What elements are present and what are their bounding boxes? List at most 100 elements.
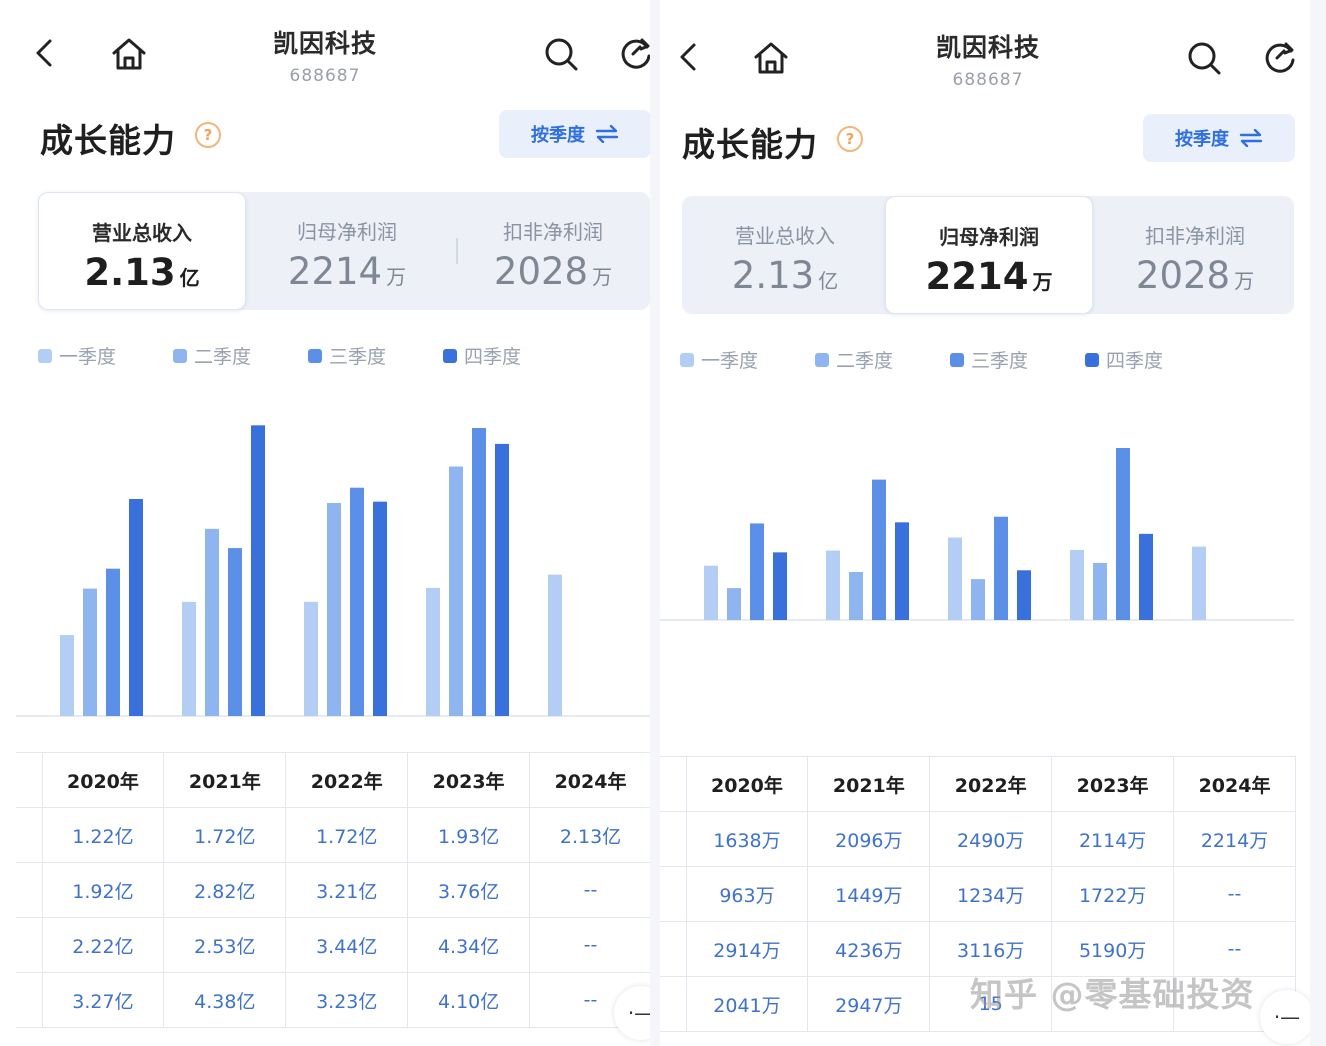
legend-item-q4[interactable]: 四季度 bbox=[1085, 346, 1220, 373]
legend-item-q4[interactable]: 四季度 bbox=[443, 342, 578, 369]
bar-2023年-q1[interactable] bbox=[426, 587, 440, 716]
year-header: 2024年 bbox=[529, 752, 650, 808]
year-header: 2023年 bbox=[1051, 756, 1175, 812]
refresh-icon[interactable] bbox=[618, 34, 650, 72]
legend-swatch bbox=[308, 348, 322, 363]
tab-net-profit[interactable]: 归母净利润 2214 万 bbox=[885, 196, 1093, 314]
bar-2020年-q2[interactable] bbox=[83, 588, 97, 716]
legend-item-q3[interactable]: 三季度 bbox=[308, 342, 443, 369]
legend-item-q2[interactable]: 二季度 bbox=[173, 342, 308, 369]
refresh-icon[interactable] bbox=[1262, 38, 1298, 76]
menu-fab-button[interactable]: ·— bbox=[1260, 990, 1310, 1044]
bar-2022年-q2[interactable] bbox=[327, 502, 341, 716]
table-cell: 2114万 bbox=[1051, 811, 1175, 867]
bar-2021年-q2[interactable] bbox=[849, 571, 863, 620]
table-cell: 1638万 bbox=[685, 811, 809, 867]
table-cell: 963万 bbox=[685, 866, 809, 922]
bar-2022年-q1[interactable] bbox=[304, 601, 318, 716]
bar-2021年-q4[interactable] bbox=[251, 425, 265, 716]
bar-2020年-q4[interactable] bbox=[773, 552, 787, 620]
quarter-toggle-button[interactable]: 按季度 bbox=[499, 110, 650, 158]
table-spacer bbox=[16, 862, 43, 918]
table-spacer bbox=[16, 752, 43, 808]
table-cell: 1234万 bbox=[929, 866, 1053, 922]
table-cell: 3.44亿 bbox=[285, 917, 409, 973]
bar-2021年-q1[interactable] bbox=[182, 601, 196, 716]
top-nav-bar: 凯因科技 688687 bbox=[0, 0, 650, 100]
bar-2023年-q4[interactable] bbox=[495, 443, 509, 716]
legend-item-q3[interactable]: 三季度 bbox=[950, 346, 1085, 373]
metric-label: 扣非净利润 bbox=[503, 220, 603, 244]
bar-2022年-q3[interactable] bbox=[994, 516, 1008, 620]
table-cell: 1.72亿 bbox=[163, 807, 287, 863]
toggle-label: 按季度 bbox=[1175, 129, 1229, 150]
tab-deducted-net-profit[interactable]: 扣非净利润 2028 万 bbox=[1092, 196, 1298, 314]
bar-2020年-q2[interactable] bbox=[727, 588, 741, 620]
table-cell: 2.53亿 bbox=[163, 917, 287, 973]
table-spacer bbox=[660, 811, 687, 867]
legend-item-q1[interactable]: 一季度 bbox=[38, 342, 173, 369]
table-cell bbox=[1051, 976, 1175, 1032]
table-row: 1.92亿 2.82亿 3.21亿 3.76亿 -- bbox=[16, 862, 650, 918]
bar-2022年-q3[interactable] bbox=[350, 487, 364, 716]
back-arrow-icon[interactable] bbox=[30, 38, 58, 68]
bar-2024年-q1[interactable] bbox=[1192, 546, 1206, 620]
legend-swatch bbox=[1085, 352, 1099, 367]
home-icon[interactable] bbox=[752, 40, 790, 76]
section-title: 成长能力 bbox=[40, 121, 176, 160]
bar-2021年-q3[interactable] bbox=[228, 548, 242, 716]
quarter-toggle-button[interactable]: 按季度 bbox=[1143, 114, 1295, 162]
tab-total-revenue[interactable]: 营业总收入 2.13 亿 bbox=[38, 192, 246, 310]
bar-2023年-q1[interactable] bbox=[1070, 549, 1084, 620]
top-nav-bar: 凯因科技 688687 bbox=[660, 0, 1310, 100]
table-cell: 4.34亿 bbox=[407, 917, 531, 973]
table-cell: 2947万 bbox=[807, 976, 931, 1032]
bar-2021年-q1[interactable] bbox=[826, 550, 840, 620]
home-icon[interactable] bbox=[110, 36, 148, 72]
bar-2023年-q2[interactable] bbox=[449, 466, 463, 716]
bar-2022年-q1[interactable] bbox=[948, 537, 962, 620]
bar-2020年-q3[interactable] bbox=[106, 568, 120, 716]
help-icon[interactable]: ? bbox=[837, 126, 863, 152]
bar-2021年-q3[interactable] bbox=[872, 479, 886, 620]
bar-2020年-q3[interactable] bbox=[750, 523, 764, 620]
table-cell: 15 bbox=[929, 976, 1053, 1032]
tab-net-profit[interactable]: 归母净利润 2214 万 bbox=[244, 192, 450, 310]
legend-item-q2[interactable]: 二季度 bbox=[815, 346, 950, 373]
bar-2023年-q3[interactable] bbox=[472, 427, 486, 716]
table-cell: 4.10亿 bbox=[407, 972, 531, 1028]
bar-2023年-q4[interactable] bbox=[1139, 533, 1153, 620]
table-cell: 1.72亿 bbox=[285, 807, 409, 863]
bar-2023年-q3[interactable] bbox=[1116, 448, 1130, 620]
search-icon[interactable] bbox=[543, 36, 579, 72]
bar-2022年-q4[interactable] bbox=[1017, 570, 1031, 620]
metric-label: 归母净利润 bbox=[939, 225, 1039, 249]
help-icon[interactable]: ? bbox=[195, 122, 221, 148]
chart-legend: 一季度 二季度 三季度 四季度 bbox=[680, 346, 1220, 373]
tab-deducted-net-profit[interactable]: 扣非净利润 2028 万 bbox=[450, 192, 650, 310]
bar-2024年-q1[interactable] bbox=[548, 574, 562, 716]
bar-2020年-q4[interactable] bbox=[129, 498, 143, 716]
table-cell: 2914万 bbox=[685, 921, 809, 977]
table-cell: 1449万 bbox=[807, 866, 931, 922]
menu-fab-button[interactable]: ·— bbox=[614, 986, 650, 1040]
back-arrow-icon[interactable] bbox=[674, 42, 702, 72]
bar-2022年-q2[interactable] bbox=[971, 579, 985, 620]
metric-tabs: 营业总收入 2.13 亿 归母净利润 2214 万 扣非净利润 2028 万 bbox=[38, 192, 650, 310]
table-spacer bbox=[16, 972, 43, 1028]
legend-item-q1[interactable]: 一季度 bbox=[680, 346, 815, 373]
table-spacer bbox=[660, 866, 687, 922]
table-cell: -- bbox=[1173, 866, 1296, 922]
bar-2023年-q2[interactable] bbox=[1093, 562, 1107, 620]
tab-total-revenue[interactable]: 营业总收入 2.13 亿 bbox=[682, 196, 888, 314]
metric-tabs: 营业总收入 2.13 亿 归母净利润 2214 万 扣非净利润 2028 万 bbox=[682, 196, 1294, 314]
bar-2020年-q1[interactable] bbox=[704, 565, 718, 620]
bar-2022年-q4[interactable] bbox=[373, 501, 387, 716]
legend-swatch bbox=[173, 348, 187, 363]
bar-2020年-q1[interactable] bbox=[60, 635, 74, 716]
bar-2021年-q4[interactable] bbox=[895, 522, 909, 620]
search-icon[interactable] bbox=[1186, 40, 1222, 76]
growth-panel-net-profit: 凯因科技 688687 成长能力 ? 按季度 营业总收入 2.13 亿 归母净利润… bbox=[660, 0, 1310, 1046]
quarterly-data-table: 2020年 2021年 2022年 2023年 2024年 1.22亿 1.72亿… bbox=[16, 752, 650, 1028]
bar-2021年-q2[interactable] bbox=[205, 528, 219, 716]
